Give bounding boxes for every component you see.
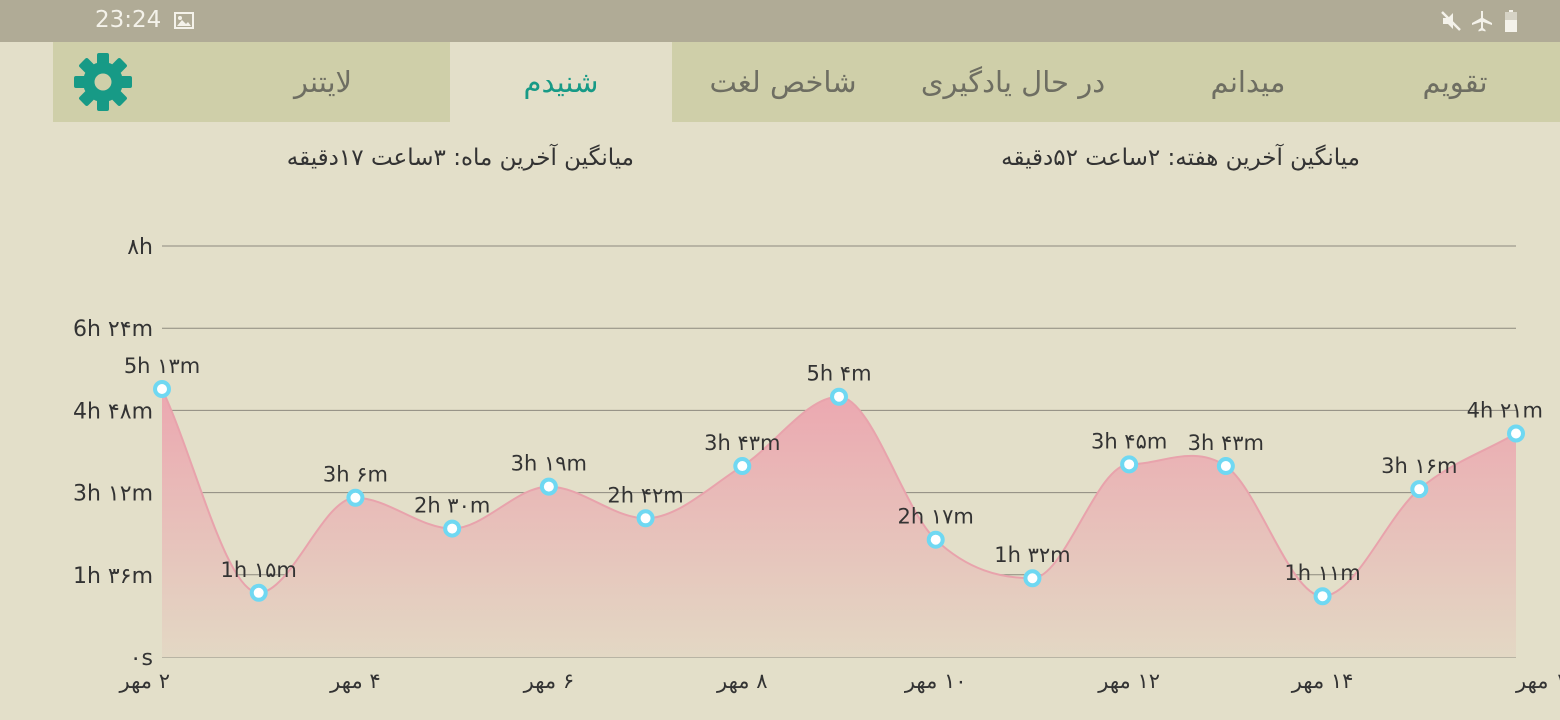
status-bar: 23:24 <box>0 0 1560 42</box>
data-label: 3h ۴۳m <box>1188 431 1264 455</box>
data-label: 5h ۴m <box>806 362 871 386</box>
y-tick-label: ۰s <box>130 646 153 671</box>
x-tick-label: ۱۰ مهر <box>904 669 967 693</box>
x-tick-label: ۸ مهر <box>716 669 767 693</box>
area-fill <box>162 388 1516 657</box>
status-time: 23:24 <box>95 7 162 33</box>
tab-learning[interactable]: در حال یادگیری <box>920 65 1106 99</box>
data-label: 3h ۴۳m <box>704 431 780 455</box>
x-tick-label: ۱۶ مهر <box>1515 669 1560 693</box>
airplane-icon <box>1472 11 1492 32</box>
data-label: 1h ۱۵m <box>221 558 297 582</box>
x-tick-label: ۱۴ مهر <box>1291 669 1354 693</box>
data-point[interactable] <box>539 477 558 496</box>
data-label: 2h ۴۲m <box>607 483 683 507</box>
tab-bar: تقویم میدانم در حال یادگیری شاخص لغت شنی… <box>53 42 1560 122</box>
y-tick-label: 3h ۱۲m <box>73 482 153 507</box>
x-tick-label: ۶ مهر <box>523 669 574 693</box>
data-point[interactable] <box>153 379 171 398</box>
data-point[interactable] <box>1216 457 1235 476</box>
y-tick-label: 6h ۲۴m <box>73 317 153 342</box>
data-point[interactable] <box>346 488 365 507</box>
y-tick-label: ۸h <box>127 235 153 260</box>
week-average: میانگین آخرین هفته: ۲ساعت ۵۲دقیقه <box>1001 145 1360 171</box>
data-label: 2h ۳۰m <box>414 494 490 518</box>
data-label: 5h ۱۳m <box>124 354 200 378</box>
mute-icon <box>1441 11 1461 31</box>
y-tick-label: 1h ۳۶m <box>73 564 153 589</box>
data-label: 3h ۱۹m <box>511 452 587 476</box>
tab-heard[interactable]: شنیدم <box>450 42 672 122</box>
data-label: 1h ۳۲m <box>994 543 1070 567</box>
data-label: 3h ۶m <box>323 463 388 487</box>
data-label: 4h ۲۱m <box>1467 399 1543 423</box>
tab-leitner[interactable]: لایتنر <box>293 65 353 99</box>
gear-icon[interactable] <box>73 52 133 112</box>
month-average: میانگین آخرین ماه: ۳ساعت ۱۷دقیقه <box>286 145 634 171</box>
tab-word-index[interactable]: شاخص لغت <box>709 65 857 99</box>
y-tick-label: 4h ۴۸m <box>73 399 153 424</box>
data-point[interactable] <box>1313 587 1332 606</box>
data-point[interactable] <box>733 457 752 476</box>
tab-calendar[interactable]: تقویم <box>1422 65 1488 99</box>
data-label: 3h ۴۵m <box>1091 429 1167 453</box>
data-point[interactable] <box>1507 424 1525 443</box>
x-tick-label: ۲ مهر <box>119 669 170 693</box>
x-tick-label: ۴ مهر <box>329 669 380 693</box>
data-point[interactable] <box>830 387 848 406</box>
data-point[interactable] <box>926 530 945 549</box>
data-point[interactable] <box>249 583 268 602</box>
data-point[interactable] <box>443 519 462 538</box>
data-point[interactable] <box>636 509 655 528</box>
x-tick-label: ۱۲ مهر <box>1097 669 1160 693</box>
data-point[interactable] <box>1120 455 1139 474</box>
data-label: 3h ۱۶m <box>1381 454 1457 478</box>
data-point[interactable] <box>1023 569 1042 588</box>
battery-icon <box>1505 10 1517 32</box>
tab-known[interactable]: میدانم <box>1210 65 1286 99</box>
gallery-icon <box>174 12 194 29</box>
data-point[interactable] <box>1410 480 1429 499</box>
data-label: 1h ۱۱m <box>1284 561 1360 585</box>
data-label: 2h ۱۷m <box>898 505 974 529</box>
